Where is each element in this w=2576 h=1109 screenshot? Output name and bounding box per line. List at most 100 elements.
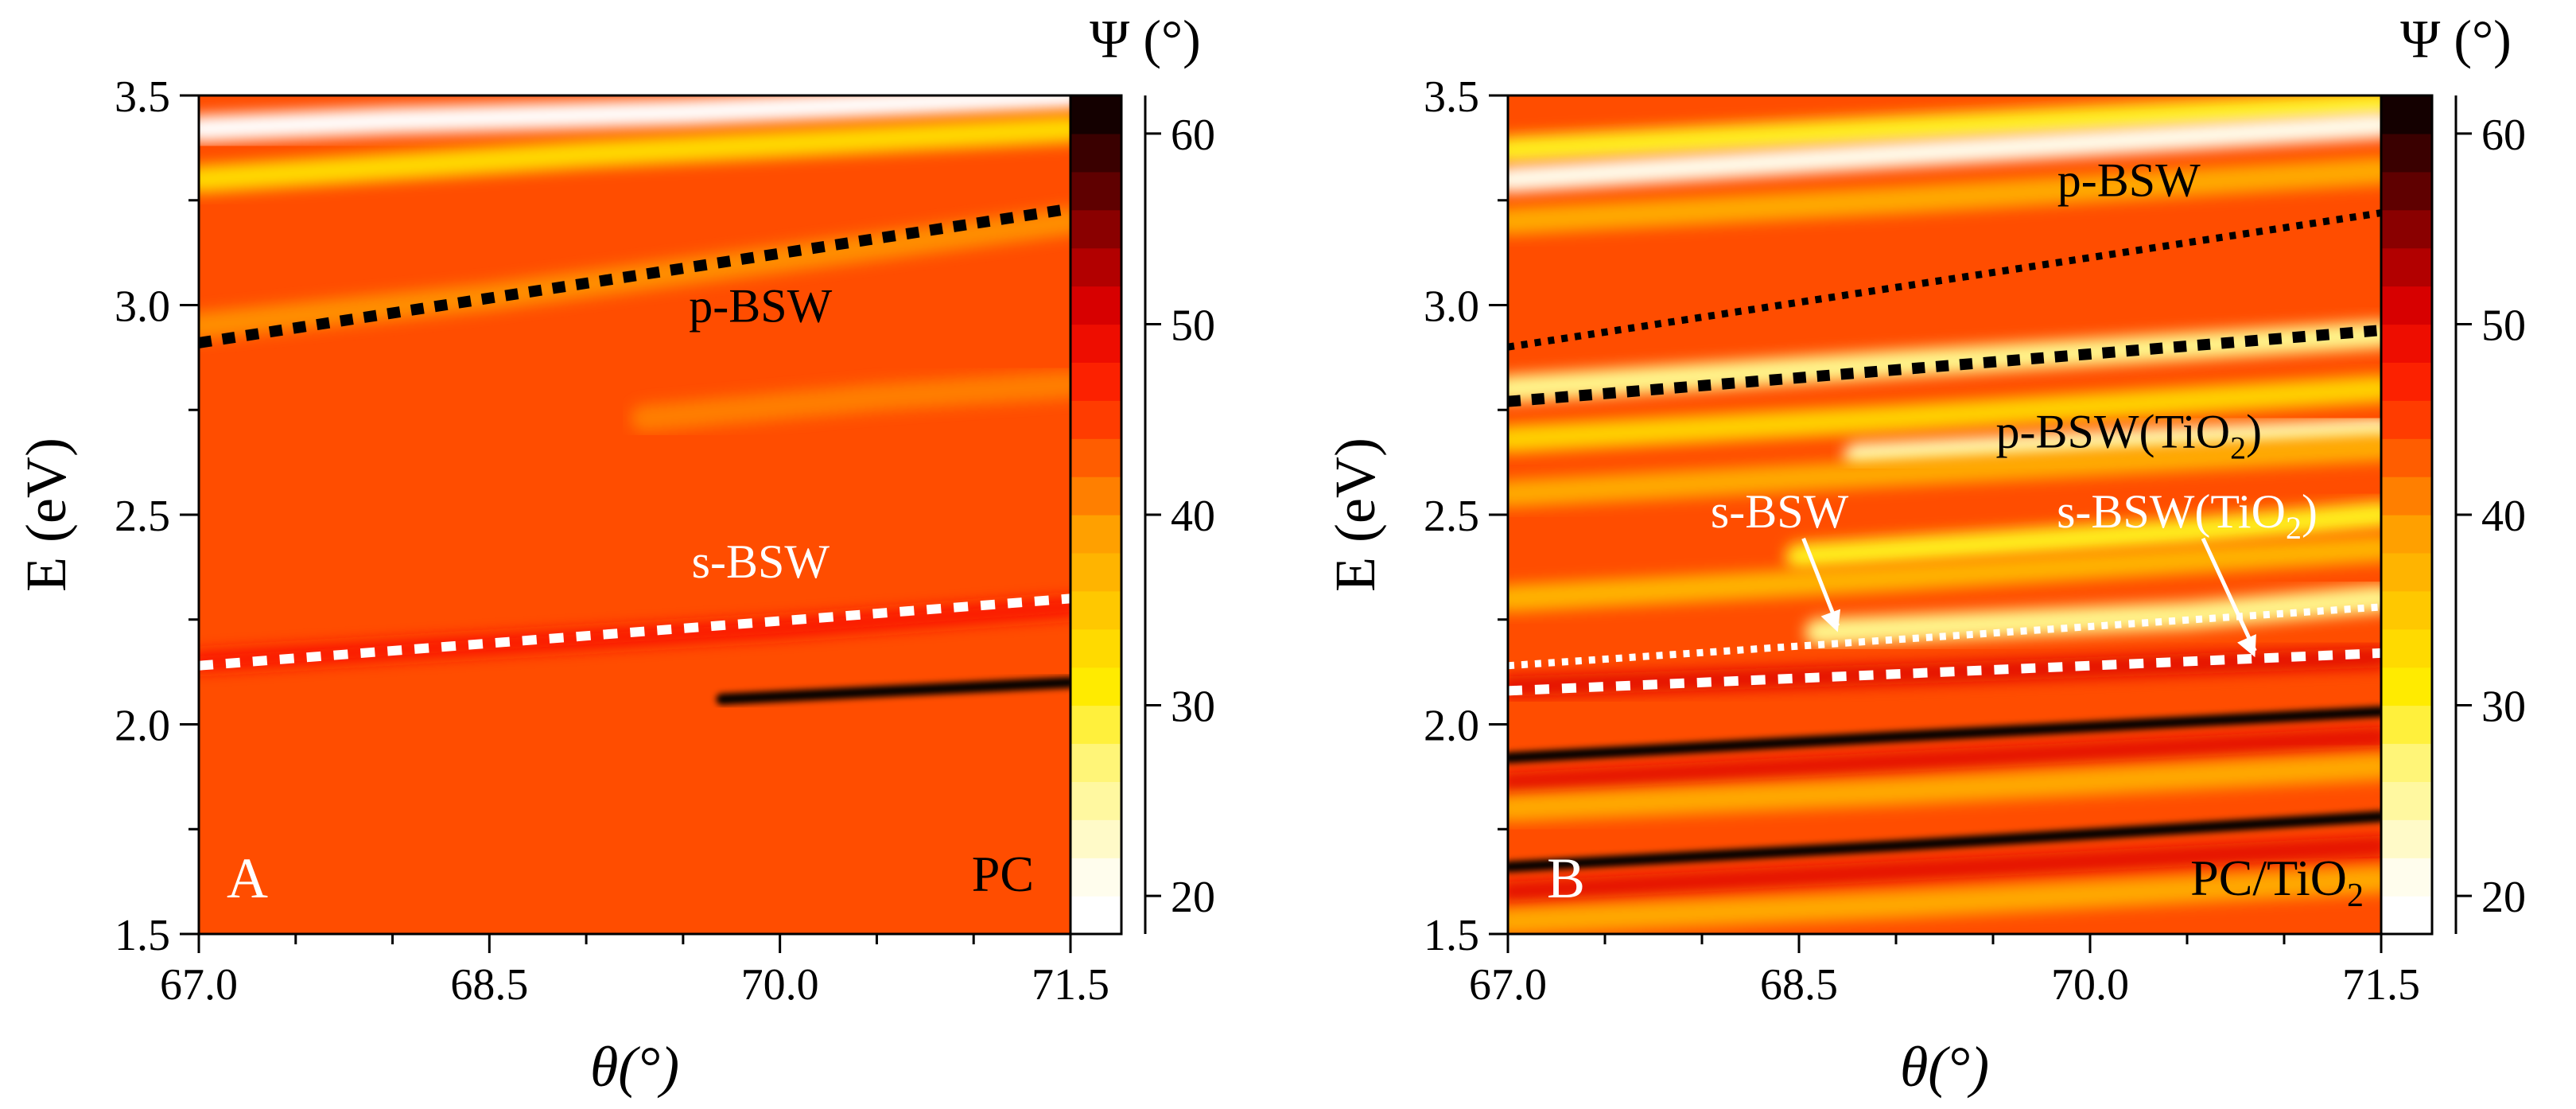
colorbar-segment [1070,95,1121,134]
colorbar-segment [2381,477,2432,516]
panel-label: B [1547,846,1585,910]
arrow-head [2237,634,2256,658]
colorbar-segment [1070,324,1121,363]
colorbar-segment [2381,781,2432,820]
colorbar-segment [2381,324,2432,363]
mode-label-subscript: 2 [2230,430,2246,466]
x-axis-ticks: 67.0 68.5 70.0 71.5 [1469,934,2420,1010]
sample-label-subscript: 2 [2347,877,2364,914]
colorbar-segment [1070,667,1121,706]
heatmap-band-5 [1844,417,2381,470]
colorbar-segment [2381,247,2432,287]
colorbar-segment [1070,362,1121,401]
heatmap-band-1 [1508,111,2381,193]
colorbar-segment [2381,552,2432,592]
colorbar-segment [1070,628,1121,668]
arrow-line [1801,537,1840,627]
sample-label-main: PC/TiO [2190,850,2347,906]
mode-label-main: s-BSW [1711,485,1849,538]
colorbar-tick-label: 50 [2481,301,2526,350]
colorbar [2380,94,2457,936]
y-tick-label: 2.0 [1424,702,1479,751]
colorbar-segment [2381,362,2432,401]
colorbar-label: Ψ (°) [2400,9,2512,69]
mode-line-black-dashed [199,203,1070,348]
x-tick-label: 70.0 [2051,960,2129,1010]
colorbar-segment [2381,400,2432,439]
heatmap-band-16 [1508,866,2381,934]
colorbar-segment [2381,628,2432,668]
colorbar-segment [2381,819,2432,858]
heatmap-band-6 [1508,434,2381,508]
y-tick-label: 1.5 [115,911,170,960]
sample-label: PC [972,846,1034,902]
colorbar-segment [1070,515,1121,554]
heatmap-band-13 [1508,753,2381,822]
colorbar-segment [1070,286,1121,325]
mode-label: s-BSW(TiO2) [2057,485,2318,546]
y-tick-label: 2.0 [115,702,170,751]
colorbar-segment [2381,896,2432,935]
colorbar-segment [1070,438,1121,477]
colorbar-segment [1070,819,1121,858]
mode-line-white-dashed [199,593,1070,671]
y-tick-label: 3.5 [115,72,170,122]
colorbar-segment [2381,743,2432,782]
colorbar-segment [2381,286,2432,325]
heatmap-band-8 [1508,535,2381,613]
colorbar-segment [2381,667,2432,706]
heatmap-band-3 [631,371,1070,432]
x-tick-label: 71.5 [1032,960,1109,1010]
mode-line-black-dotted [1508,209,2381,351]
mode-label-subscript: 2 [2286,510,2302,546]
x-tick-label: 67.0 [1469,960,1547,1010]
heatmap-band-0 [1508,95,2381,164]
colorbar-frame [1069,94,1123,936]
heatmap-band-15 [1508,835,2381,903]
colorbar-segment [2381,858,2432,897]
colorbar-segment [2381,95,2432,134]
colorbar-segment [1070,209,1121,249]
mode-label-main: p-BSW [2057,154,2201,206]
colorbar-segment [1070,781,1121,820]
y-tick-label: 1.5 [1424,911,1479,960]
mode-label-main: p-BSW(TiO [1996,406,2231,458]
y-axis-label: E (eV) [14,438,78,592]
colorbar-segment [1070,743,1121,782]
colorbar-tick-label: 20 [2481,873,2526,922]
colorbar-tick-label: 30 [1171,683,1215,732]
heatmap-band-0 [199,95,1070,143]
plot-background [199,95,1070,934]
colorbar-tick-label: 60 [1171,111,1215,160]
mode-label: p-BSW [689,280,832,333]
sample-label: PC/TiO2 [2190,850,2364,914]
arrow-line [2201,537,2257,652]
colorbar-segment [1070,858,1121,897]
x-tick-label: 70.0 [741,960,819,1010]
heatmap-band-2 [1508,157,2381,235]
heatmap-band-9 [1805,585,2381,646]
colorbar-segment [1070,171,1121,211]
heatmap-band-1 [199,115,1070,193]
mode-label: s-BSW [1711,485,1849,538]
y-axis-label: E (eV) [1323,438,1387,592]
mode-line-white-dotted [1508,603,2381,670]
colorbar-segment [1070,400,1121,439]
colorbar-segment [2381,438,2432,477]
colorbar-label: Ψ (°) [1090,9,1201,69]
heatmap-band-4 [716,676,1070,705]
mode-label-tail: ) [2302,485,2318,538]
heatmap-band-3 [1508,321,2381,403]
colorbar-tick-label: 30 [2481,683,2526,732]
colorbar [1069,94,1147,936]
heatmap-features [1508,95,2381,934]
colorbar-segment [2381,209,2432,249]
colorbar-segment [1070,896,1121,935]
colorbar-segment [2381,515,2432,554]
arrow-head [1820,609,1841,632]
mode-lines [1508,209,2381,696]
y-axis-ticks: 1.5 2.0 2.5 3.0 3.5 [1424,72,1508,960]
colorbar-segment [2381,171,2432,211]
